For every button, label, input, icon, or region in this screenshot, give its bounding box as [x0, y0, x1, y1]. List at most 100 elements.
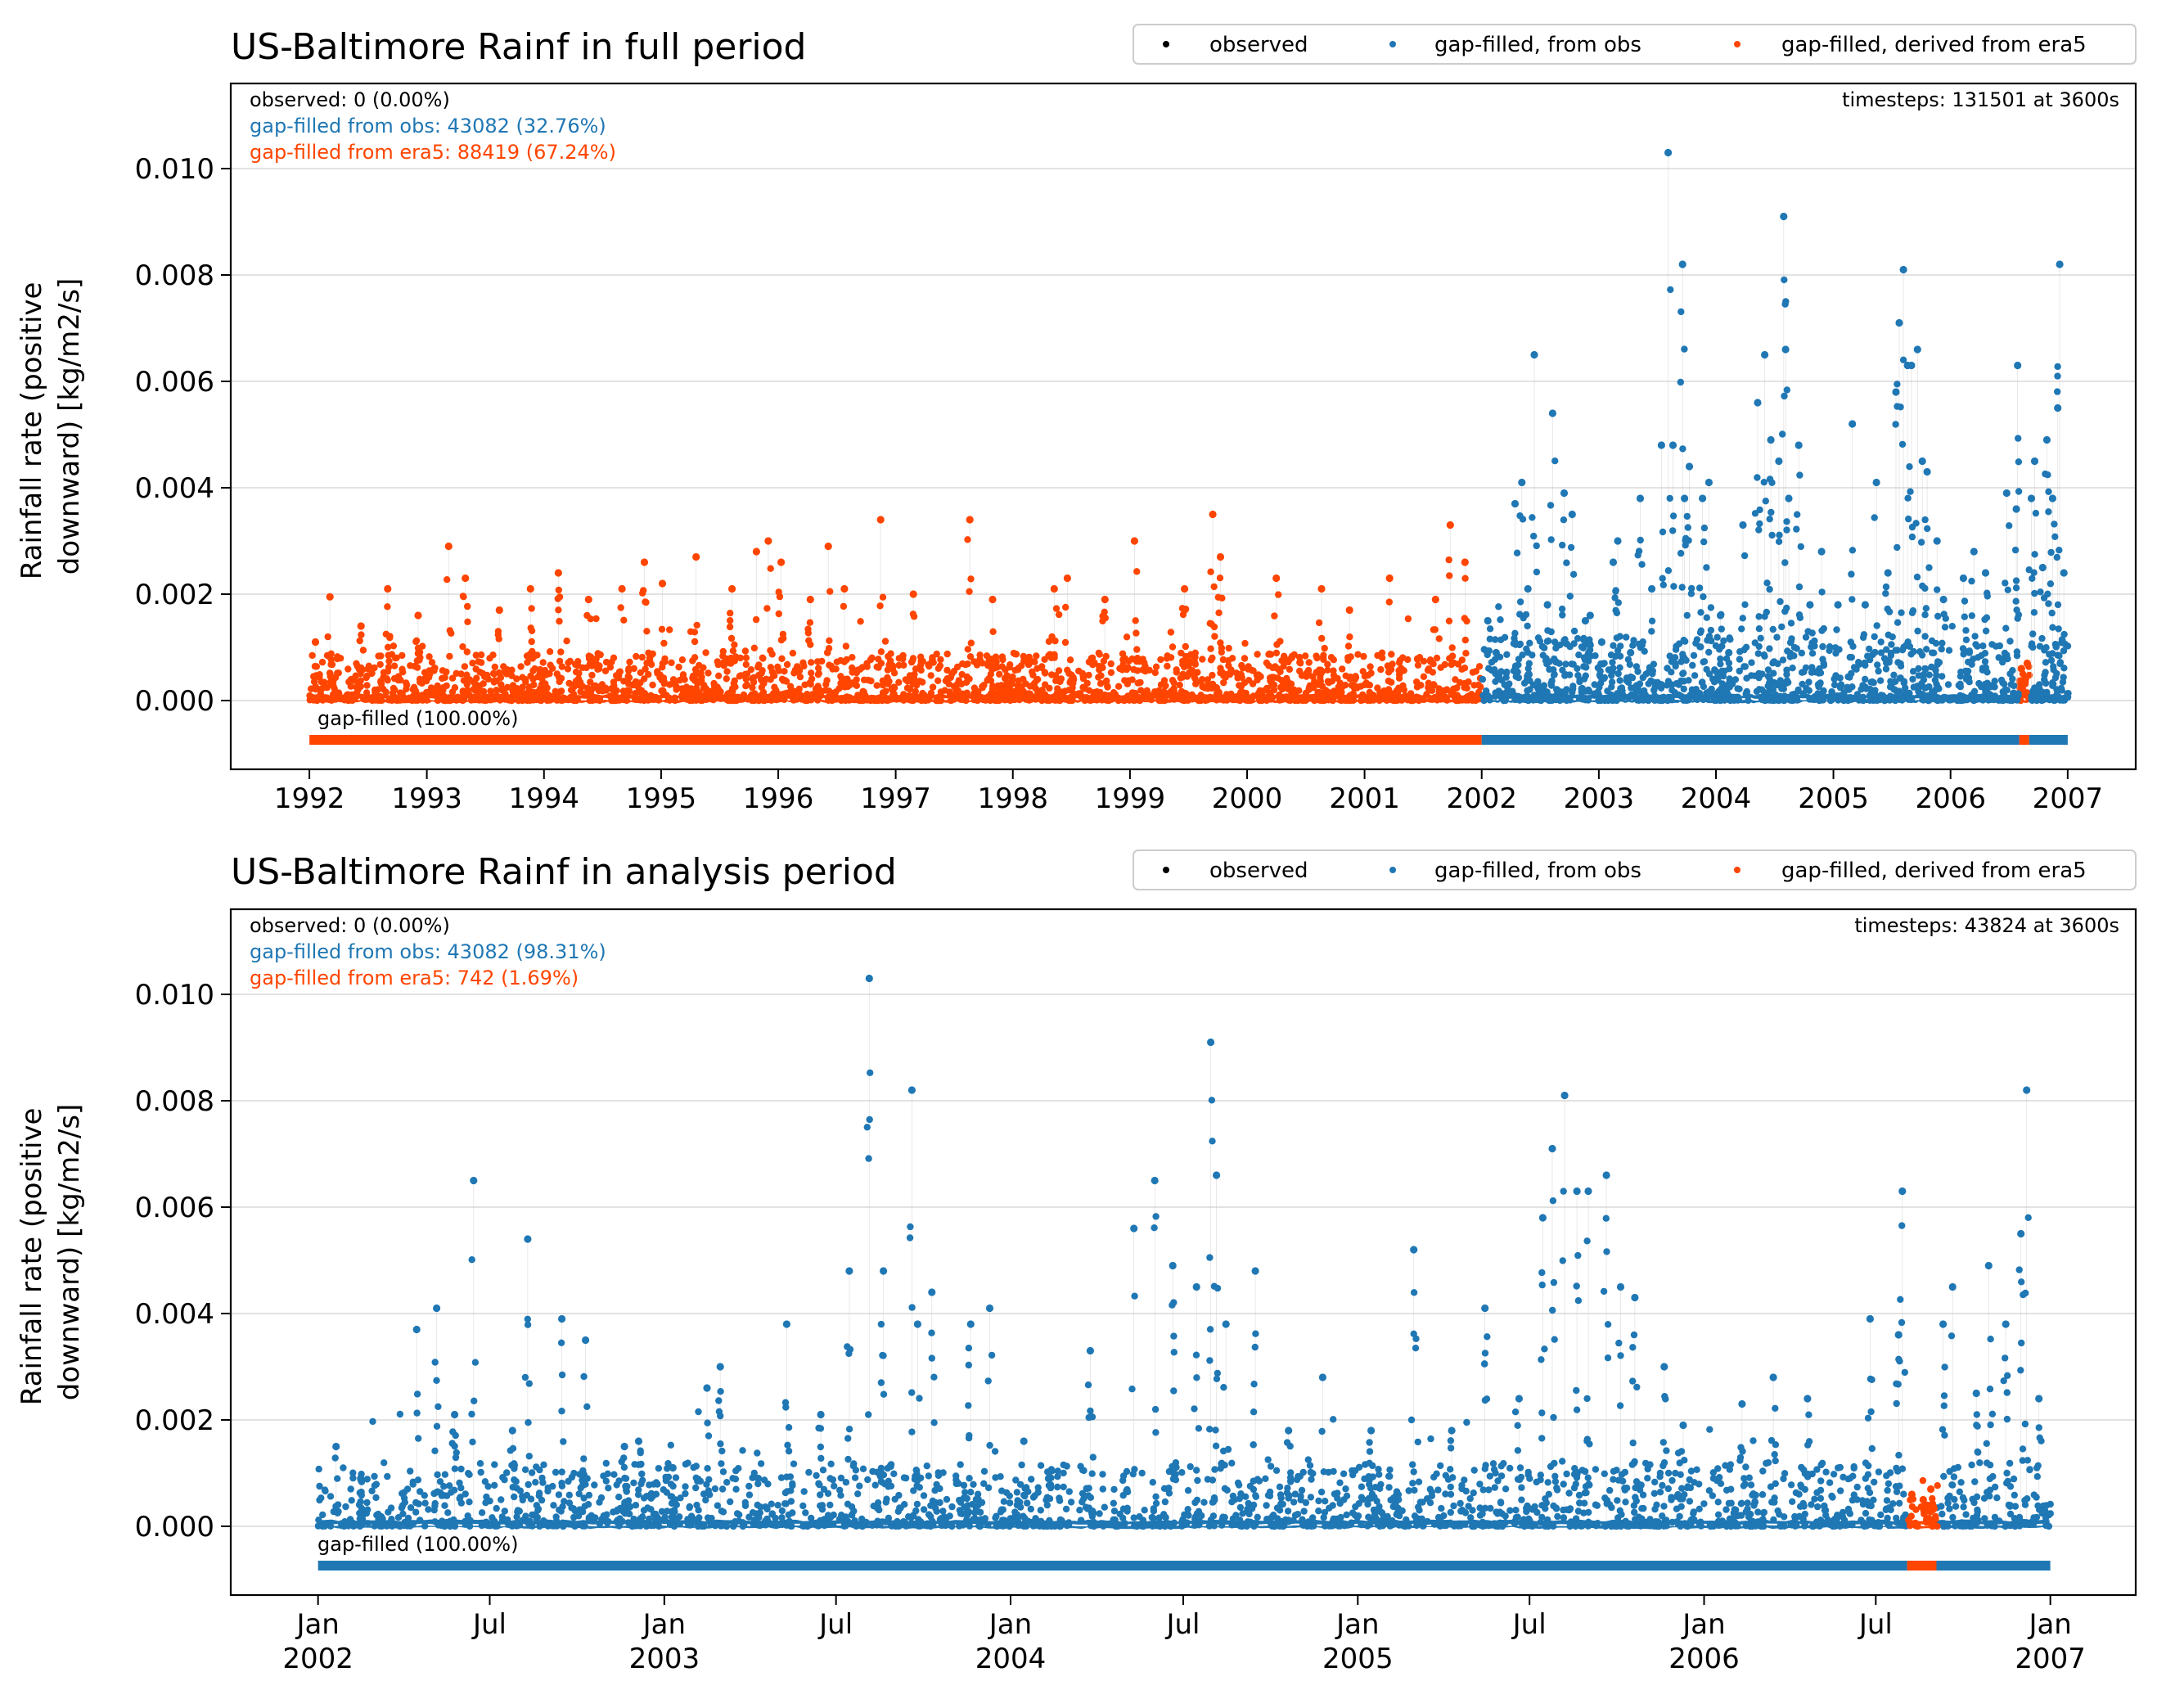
data-point — [493, 1522, 501, 1530]
data-point — [1659, 528, 1667, 536]
data-point — [1191, 674, 1199, 683]
data-point — [546, 648, 554, 656]
data-point — [2042, 679, 2050, 687]
data-point — [1787, 620, 1795, 627]
data-point — [1083, 679, 1091, 687]
data-point — [622, 1475, 630, 1482]
data-point — [1799, 690, 1807, 697]
data-point — [642, 665, 649, 673]
peak-point — [1739, 521, 1747, 530]
data-point — [754, 1449, 761, 1457]
data-point — [1096, 651, 1103, 658]
data-point — [980, 1467, 988, 1476]
data-point — [412, 1508, 420, 1516]
data-point — [1934, 612, 1942, 620]
data-point — [1523, 645, 1530, 652]
data-point — [967, 1489, 975, 1496]
data-point — [1525, 660, 1533, 667]
peak-point — [1560, 489, 1569, 498]
data-point — [1099, 612, 1106, 620]
data-point — [310, 673, 317, 680]
data-point — [1161, 1498, 1169, 1506]
data-point — [1503, 668, 1511, 676]
data-point — [521, 1466, 529, 1474]
data-point — [444, 1509, 452, 1516]
data-point — [529, 1522, 536, 1530]
data-point — [1683, 512, 1691, 521]
peak-point — [1681, 494, 1689, 502]
data-point — [1056, 1497, 1064, 1504]
data-point — [557, 648, 565, 656]
data-point — [634, 1491, 642, 1498]
data-point — [830, 1511, 837, 1519]
data-point — [1076, 1507, 1083, 1514]
data-point — [477, 659, 485, 666]
data-point — [441, 674, 448, 681]
data-point — [463, 671, 471, 678]
data-point — [1465, 678, 1472, 686]
data-point — [939, 1507, 947, 1515]
data-point — [877, 648, 885, 656]
data-point — [826, 661, 833, 669]
data-point — [808, 669, 815, 677]
data-point — [1137, 678, 1144, 687]
y-axis-label-line-2: downward) [kg/m2/s] — [53, 278, 86, 575]
data-point — [556, 657, 564, 665]
data-point — [443, 668, 450, 676]
data-point — [1634, 552, 1641, 559]
data-point — [778, 1507, 786, 1515]
data-point — [670, 1522, 678, 1530]
peak-point — [1899, 265, 1907, 274]
data-point — [528, 605, 535, 612]
data-point — [1170, 1519, 1178, 1527]
peak-point — [1834, 601, 1842, 609]
data-point — [937, 656, 944, 664]
data-point — [764, 1480, 772, 1488]
data-point — [1689, 661, 1696, 669]
data-point — [331, 685, 338, 692]
data-point — [889, 662, 897, 669]
data-point — [1932, 639, 1940, 647]
data-point — [742, 660, 750, 669]
data-point — [715, 672, 723, 679]
data-point — [745, 1491, 754, 1498]
data-point — [1101, 1503, 1109, 1511]
data-point — [399, 1510, 407, 1518]
data-point — [1607, 691, 1614, 699]
data-point — [989, 628, 997, 635]
data-point — [2029, 643, 2037, 651]
data-point — [723, 1479, 731, 1486]
data-point — [1185, 1512, 1192, 1519]
data-point — [575, 669, 583, 677]
data-point — [308, 651, 316, 660]
data-point — [1107, 669, 1115, 676]
data-point — [2013, 606, 2020, 614]
data-point — [457, 1499, 465, 1507]
data-point — [428, 691, 436, 698]
data-point — [412, 637, 421, 644]
data-point — [645, 670, 652, 678]
data-point — [678, 656, 687, 664]
data-point — [384, 668, 391, 675]
series-from-obs — [1479, 148, 2072, 705]
peak-point — [1817, 548, 1826, 556]
data-point — [1080, 1467, 1088, 1475]
data-point — [1693, 636, 1701, 643]
data-point — [1182, 642, 1190, 651]
data-point — [635, 1486, 642, 1494]
data-point — [1091, 659, 1098, 667]
data-point — [473, 674, 480, 682]
data-point — [768, 1500, 775, 1507]
data-point — [2015, 458, 2023, 466]
data-point — [1982, 664, 1989, 671]
data-point — [1848, 570, 1855, 578]
data-point — [326, 669, 334, 677]
legend: observed gap-filled, from obs gap-filled… — [1133, 849, 2137, 890]
data-point — [1876, 677, 1885, 684]
data-point — [534, 651, 541, 659]
data-point — [372, 1480, 381, 1488]
data-point — [786, 1473, 795, 1480]
data-point — [676, 1513, 683, 1521]
data-point — [513, 675, 520, 683]
chart-title: US-Baltimore Rainf in analysis period — [231, 851, 897, 893]
